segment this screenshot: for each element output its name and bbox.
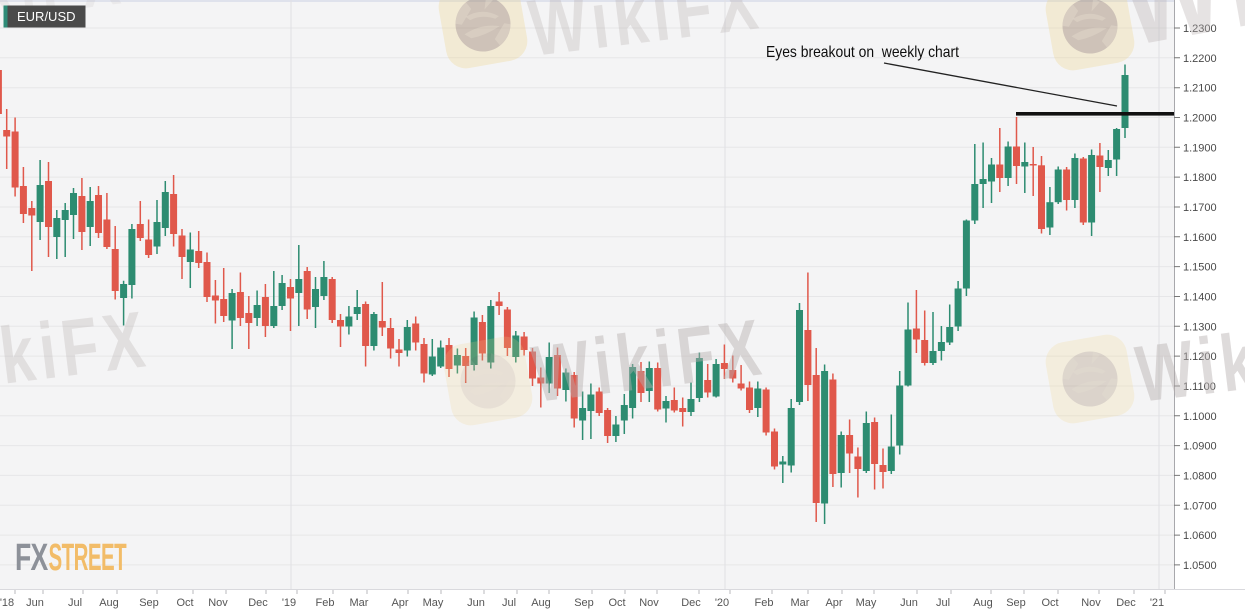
svg-text:Jul: Jul (68, 597, 82, 609)
svg-text:1.0600: 1.0600 (1183, 530, 1217, 542)
svg-text:Jun: Jun (26, 597, 44, 609)
svg-text:Eyes breakout on weekly chart: Eyes breakout on weekly chart (766, 44, 959, 61)
svg-text:1.2300: 1.2300 (1183, 23, 1217, 35)
svg-text:Nov: Nov (1081, 597, 1101, 609)
svg-text:Nov: Nov (208, 597, 228, 609)
svg-text:FX: FX (15, 535, 48, 578)
svg-text:1.2000: 1.2000 (1183, 113, 1217, 125)
svg-text:Dec: Dec (248, 597, 268, 609)
svg-text:Mar: Mar (791, 597, 810, 609)
svg-text:1.1300: 1.1300 (1183, 321, 1217, 333)
svg-text:1.2100: 1.2100 (1183, 83, 1217, 95)
svg-text:1.1600: 1.1600 (1183, 232, 1217, 244)
svg-text:1.1900: 1.1900 (1183, 142, 1217, 154)
svg-text:1.1800: 1.1800 (1183, 172, 1217, 184)
svg-text:Jun: Jun (467, 597, 485, 609)
svg-text:1.0700: 1.0700 (1183, 500, 1217, 512)
svg-text:Jul: Jul (936, 597, 950, 609)
svg-text:1.1200: 1.1200 (1183, 351, 1217, 363)
svg-text:1.1400: 1.1400 (1183, 292, 1217, 304)
svg-text:May: May (856, 597, 877, 609)
svg-text:'18: '18 (0, 597, 14, 609)
svg-text:Aug: Aug (531, 597, 551, 609)
svg-text:Dec: Dec (681, 597, 701, 609)
svg-text:Aug: Aug (973, 597, 993, 609)
svg-text:Dec: Dec (1116, 597, 1136, 609)
svg-text:Oct: Oct (608, 597, 625, 609)
svg-text:Oct: Oct (176, 597, 193, 609)
svg-text:Feb: Feb (316, 597, 335, 609)
svg-text:Feb: Feb (755, 597, 774, 609)
svg-text:Sep: Sep (1006, 597, 1026, 609)
svg-text:Mar: Mar (350, 597, 369, 609)
svg-text:Apr: Apr (825, 597, 842, 609)
svg-text:EUR/USD: EUR/USD (17, 9, 76, 24)
svg-text:Oct: Oct (1041, 597, 1058, 609)
svg-text:1.1500: 1.1500 (1183, 262, 1217, 274)
svg-text:Jun: Jun (900, 597, 918, 609)
svg-text:Sep: Sep (574, 597, 594, 609)
svg-text:1.1700: 1.1700 (1183, 202, 1217, 214)
svg-text:Jul: Jul (502, 597, 516, 609)
svg-text:'20: '20 (715, 597, 729, 609)
svg-text:STREET: STREET (49, 536, 127, 578)
svg-text:1.0500: 1.0500 (1183, 560, 1217, 572)
svg-text:'21: '21 (1150, 597, 1164, 609)
svg-text:1.1100: 1.1100 (1183, 381, 1216, 393)
svg-text:Nov: Nov (639, 597, 659, 609)
svg-text:1.0800: 1.0800 (1183, 470, 1217, 482)
svg-text:1.0900: 1.0900 (1183, 441, 1217, 453)
svg-text:1.1000: 1.1000 (1183, 411, 1217, 423)
svg-text:Sep: Sep (139, 597, 159, 609)
svg-text:May: May (423, 597, 444, 609)
svg-text:Aug: Aug (99, 597, 119, 609)
svg-text:1.2200: 1.2200 (1183, 53, 1217, 65)
svg-text:Apr: Apr (391, 597, 408, 609)
svg-text:'19: '19 (282, 597, 296, 609)
